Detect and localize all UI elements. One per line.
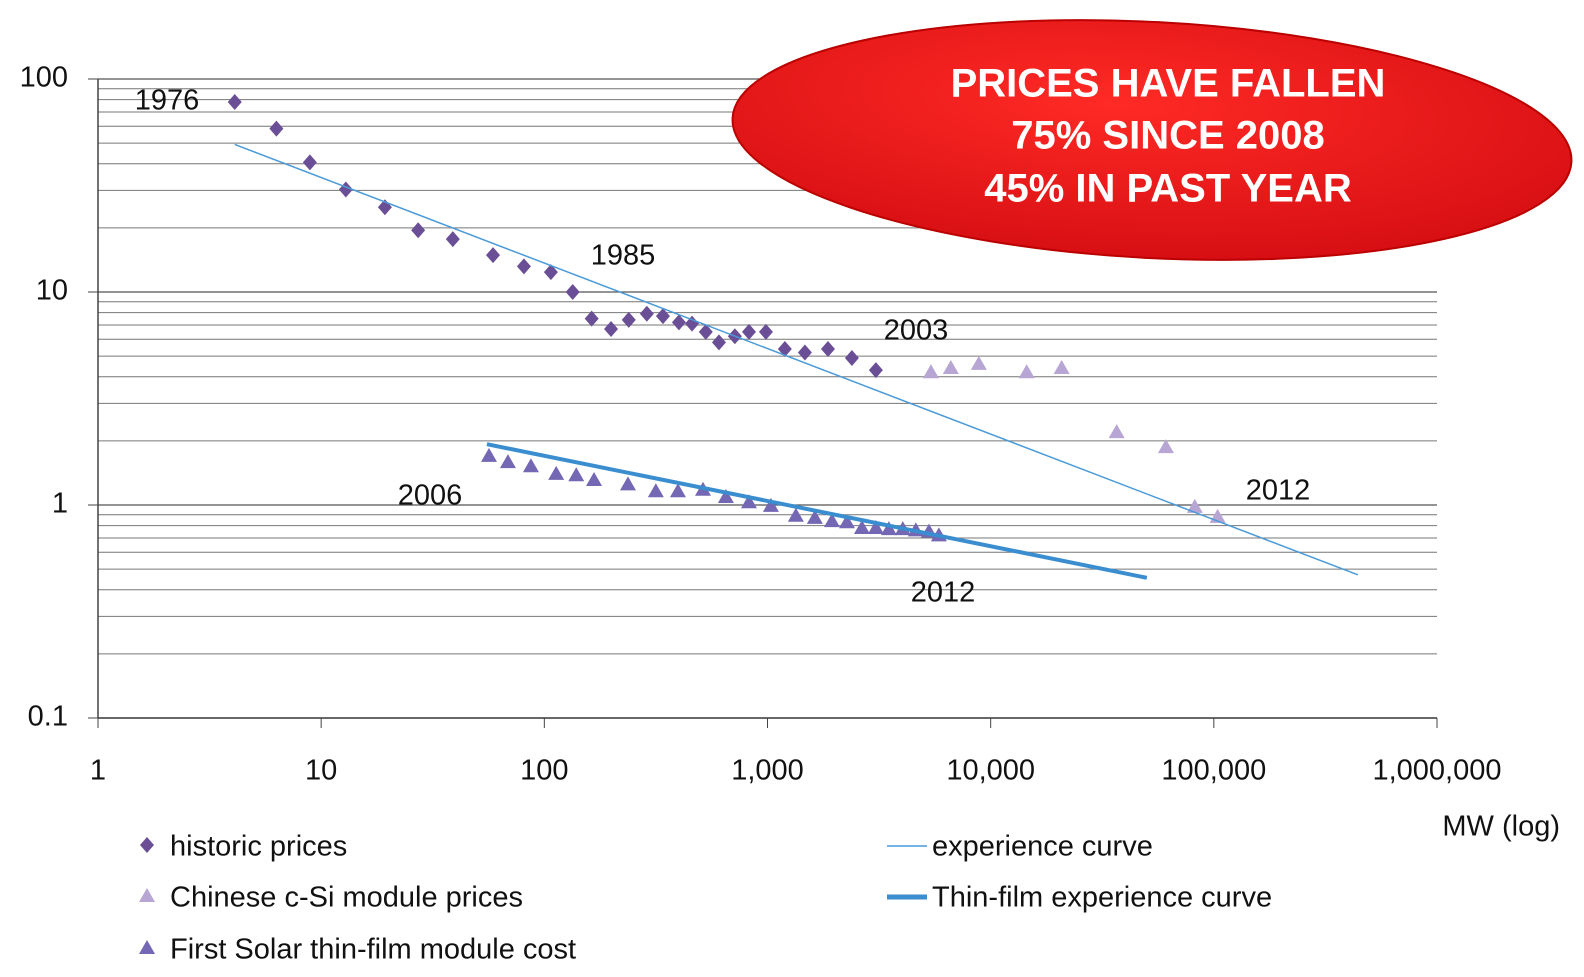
point [269,120,284,137]
legend-swatch [139,940,155,954]
x-tick-label: 100 [520,755,568,787]
point [1157,439,1174,454]
callout-text: 75% SINCE 2008 [1011,114,1325,158]
point [758,323,773,340]
annotation: 1985 [591,240,656,272]
x-tick-label: 1,000 [731,755,804,787]
x-tick-label: 1,000,000 [1372,755,1501,787]
point [698,323,713,340]
point [669,483,686,498]
trend-line [486,442,1148,580]
point [838,514,855,529]
annotation: 2003 [884,315,949,347]
y-tick-label: 1 [52,488,68,520]
annotation: 2012 [911,577,976,609]
x-tick-label: 100,000 [1161,755,1266,787]
y-tick-label: 100 [20,62,68,94]
point [1053,359,1070,374]
annotation: 2006 [398,480,463,512]
point [486,247,501,264]
point [867,519,884,534]
x-tick-label: 10,000 [946,755,1035,787]
point [565,284,580,300]
point [647,483,664,498]
point [480,447,497,462]
point [844,349,859,366]
point [806,509,823,524]
annotation: 2012 [1246,475,1311,507]
point [942,359,959,374]
point [853,519,870,534]
point [568,467,585,482]
legend-label: historic prices [170,831,347,863]
point [445,231,460,248]
point [823,513,840,528]
point [621,311,636,328]
point [499,454,516,469]
point [787,507,804,522]
point [302,154,317,171]
point [685,315,700,332]
point [970,355,987,370]
legend-swatch [140,837,154,853]
point [548,465,565,480]
point [1018,364,1035,379]
point [711,334,726,351]
point [586,472,603,487]
annotation: 1976 [135,85,200,117]
point [880,521,897,536]
legend-label: First Solar thin-film module cost [170,934,576,966]
point [227,93,242,110]
point [1108,424,1125,439]
callout-bubble [731,19,1573,261]
point [639,305,654,322]
point [922,364,939,379]
legend-swatch [139,888,155,902]
point [655,308,670,325]
callout-text: 45% IN PAST YEAR [984,167,1352,211]
point [868,362,883,379]
callout-text: PRICES HAVE FALLEN [951,62,1386,106]
legend-label: experience curve [932,831,1153,863]
point [584,310,599,327]
point [671,314,686,331]
point [717,489,734,504]
point [1186,498,1203,513]
x-axis-label: MW (log) [1442,811,1560,843]
point [740,494,757,509]
y-tick-label: 0.1 [28,701,68,733]
point [522,458,539,473]
legend-label: Chinese c-Si module prices [170,882,523,914]
point [777,341,792,358]
point [820,341,835,358]
x-tick-label: 10 [305,755,337,787]
legend-label: Thin-film experience curve [932,882,1272,914]
point [516,258,531,275]
point [411,222,426,239]
point [619,476,636,491]
point [604,321,619,338]
point [797,344,812,361]
x-tick-label: 1 [90,755,106,787]
trend-line [234,143,1359,576]
y-tick-label: 10 [36,275,68,307]
point [762,497,779,512]
point [543,264,558,281]
point [741,323,756,340]
